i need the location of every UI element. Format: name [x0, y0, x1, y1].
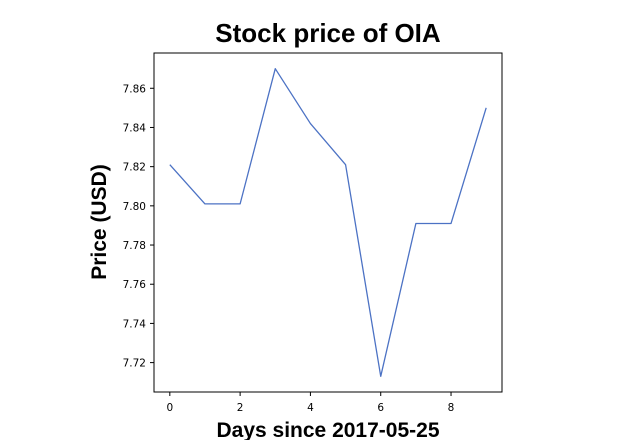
series-layer — [169, 68, 487, 377]
chart-title: Stock price of OIA — [215, 18, 441, 48]
y-tick-label: 7.78 — [123, 240, 146, 252]
x-tick-label: 2 — [237, 402, 244, 414]
x-axis-ticks: 0 2 4 6 8 — [166, 392, 454, 414]
y-tick-label: 7.74 — [123, 318, 147, 330]
plot-area — [153, 52, 503, 393]
x-tick-label: 0 — [166, 402, 173, 414]
y-axis-label: Price (USD) — [88, 164, 111, 280]
y-tick-label: 7.86 — [123, 83, 147, 95]
x-tick-label: 6 — [377, 402, 384, 414]
series-line — [169, 68, 487, 377]
y-axis-ticks: 7.72 7.74 7.76 7.78 7.80 7.82 7.84 7.86 — [123, 83, 154, 370]
y-tick-label: 7.76 — [123, 279, 147, 291]
y-tick-label: 7.84 — [123, 122, 147, 134]
y-tick-label: 7.82 — [123, 162, 146, 174]
x-axis-label: Days since 2017-05-25 — [217, 419, 440, 440]
y-tick-label: 7.72 — [123, 358, 146, 370]
x-tick-label: 4 — [307, 402, 314, 414]
y-tick-label: 7.80 — [123, 201, 146, 213]
x-tick-label: 8 — [448, 402, 455, 414]
